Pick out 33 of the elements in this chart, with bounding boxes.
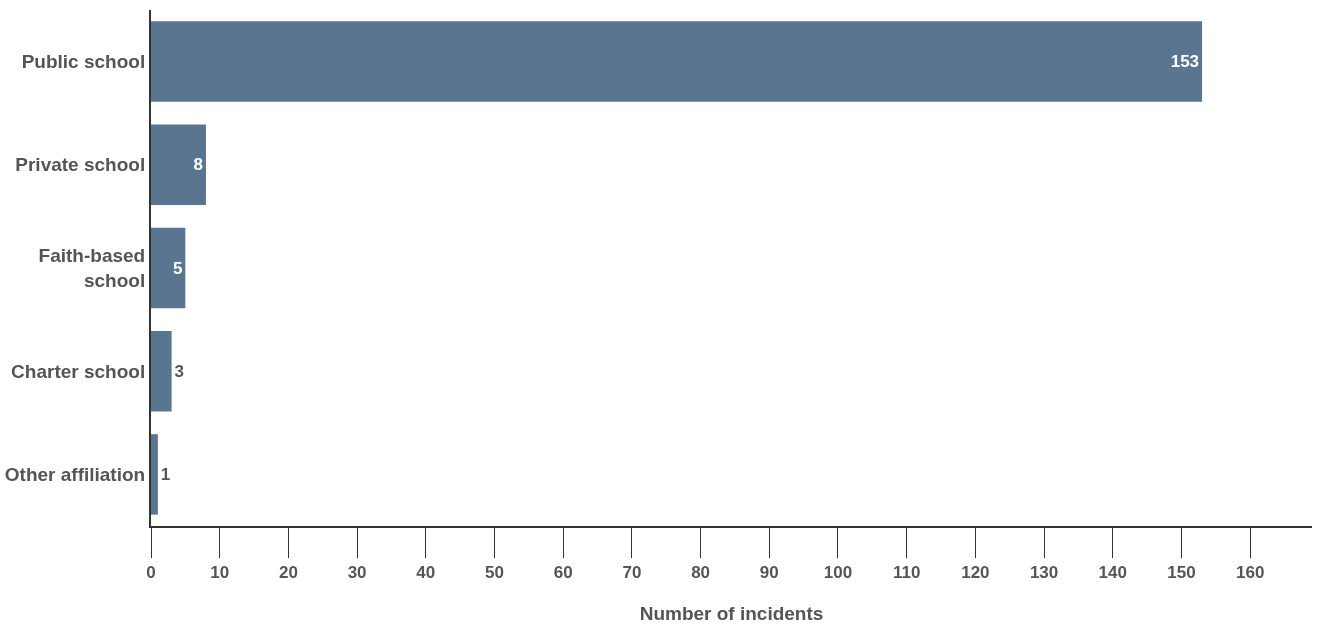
- y-tick-label: Other affiliation: [4, 464, 146, 486]
- x-tick-label: 30: [347, 563, 367, 583]
- data-label: 3: [174, 361, 185, 381]
- data-label: 8: [193, 155, 203, 175]
- x-tick-label: 130: [1029, 563, 1059, 583]
- x-tick-label: 60: [553, 563, 573, 583]
- x-tick-label: 100: [823, 563, 853, 583]
- x-tick-label: 40: [416, 563, 436, 583]
- data-label: 153: [1170, 52, 1200, 72]
- data-label: 1: [160, 464, 171, 484]
- bar: [151, 227, 186, 309]
- x-tick-label: 150: [1167, 563, 1196, 583]
- y-tick-label: Private school: [15, 154, 146, 176]
- data-label: 5: [172, 258, 183, 278]
- y-tick-label: Faith-based school: [38, 245, 146, 291]
- x-tick-label: 90: [759, 563, 779, 583]
- x-tick-label: 110: [892, 563, 921, 583]
- x-tick-label: 140: [1098, 563, 1127, 583]
- y-tick-label: Public school: [21, 51, 146, 73]
- x-tick-label: 10: [210, 563, 230, 583]
- x-tick-label: 50: [485, 563, 504, 583]
- bar: [151, 124, 206, 206]
- bar: [151, 434, 158, 515]
- x-tick-label: 80: [691, 563, 711, 583]
- x-tick-label: 0: [146, 563, 156, 583]
- bar: [151, 330, 172, 412]
- y-tick-label: Charter school: [11, 360, 146, 382]
- x-tick-label: 120: [961, 563, 990, 583]
- bar: [151, 21, 1203, 102]
- x-tick-label: 20: [278, 563, 298, 583]
- x-tick-label: 70: [622, 563, 642, 583]
- x-axis-title: Number of incidents: [639, 602, 824, 624]
- x-tick-label: 160: [1235, 563, 1265, 583]
